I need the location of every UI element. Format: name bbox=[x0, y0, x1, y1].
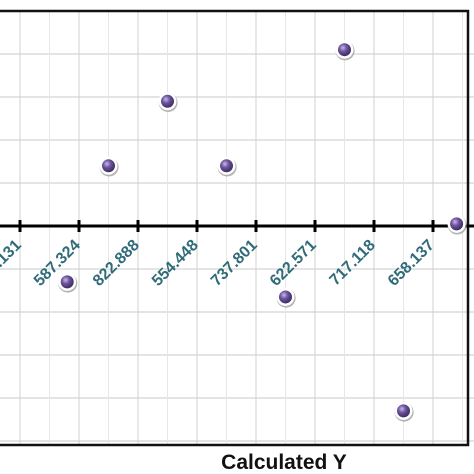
data-point bbox=[447, 214, 467, 235]
data-point bbox=[335, 40, 355, 61]
data-point bbox=[217, 156, 237, 177]
plot-area-border bbox=[0, 9, 470, 447]
data-point bbox=[158, 92, 178, 112]
data-points bbox=[58, 40, 467, 422]
x-tick-label: 676.131 bbox=[0, 237, 25, 290]
x-axis-title: Calculated Y bbox=[221, 451, 347, 474]
gridlines bbox=[0, 12, 474, 444]
data-point bbox=[276, 287, 296, 308]
x-tick-label: 658.137 bbox=[385, 237, 438, 290]
data-point bbox=[99, 156, 119, 177]
x-tick-label: 822.888 bbox=[90, 237, 143, 290]
x-tick-label: 622.571 bbox=[267, 237, 320, 290]
data-point bbox=[58, 272, 78, 293]
x-tick-label: 737.801 bbox=[208, 237, 261, 290]
x-tick-label: 554.448 bbox=[149, 237, 202, 290]
x-axis bbox=[0, 220, 474, 232]
x-tick-label: 717.118 bbox=[327, 237, 379, 289]
data-point bbox=[394, 401, 414, 422]
